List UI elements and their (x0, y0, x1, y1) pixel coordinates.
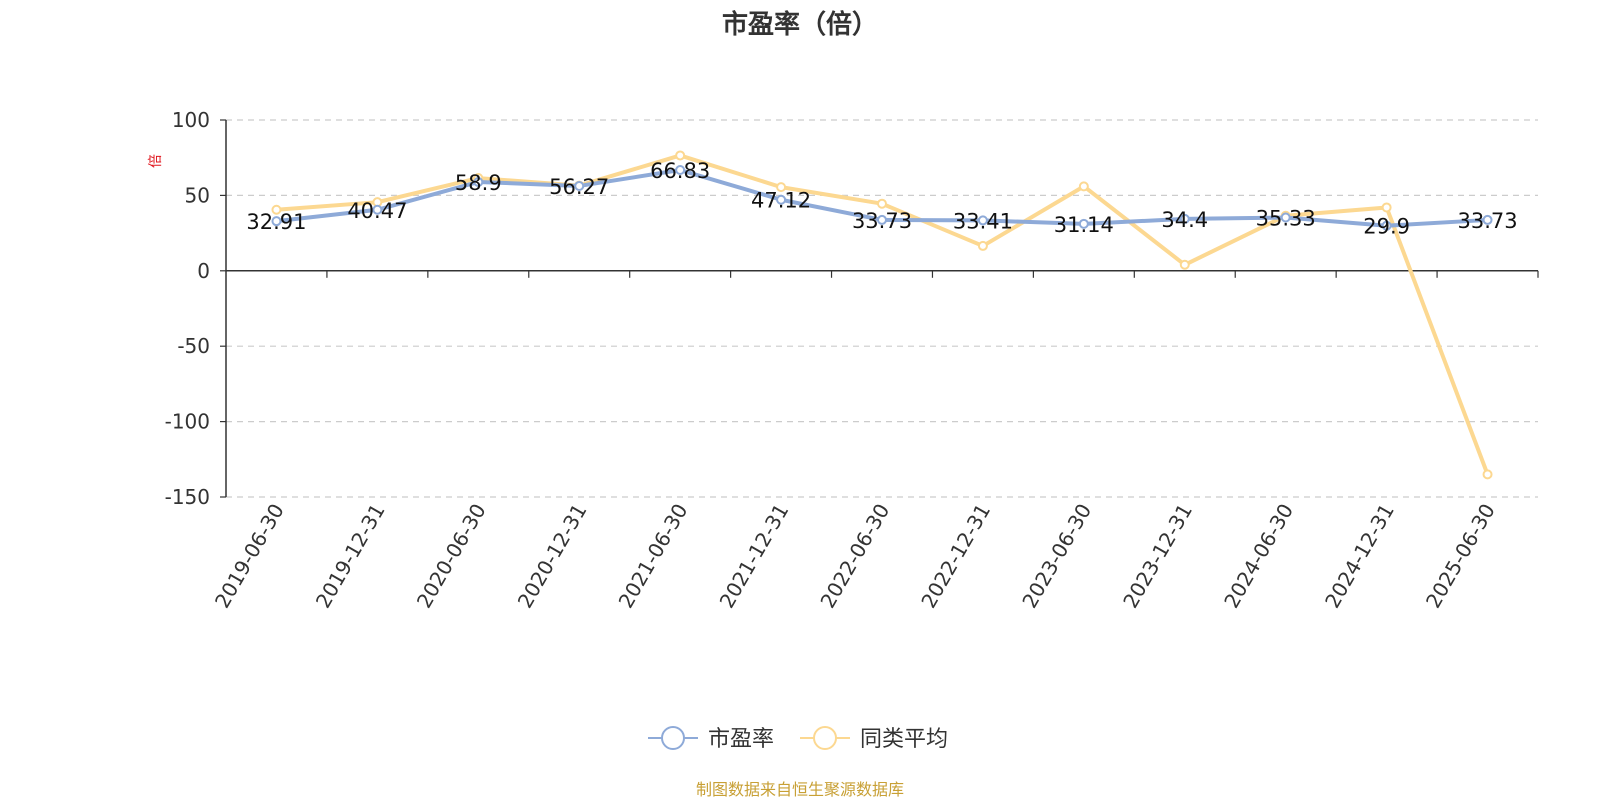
y-tick-label: -100 (165, 410, 210, 434)
series-points (271, 150, 1493, 480)
data-point-pe-ratio (1482, 214, 1493, 225)
x-tick-label: 2021-12-31 (715, 500, 794, 613)
data-label: 29.9 (1363, 215, 1410, 239)
data-point-peer-average (1179, 259, 1190, 270)
data-label: 33.73 (852, 209, 912, 233)
x-tick-label: 2021-06-30 (614, 500, 693, 613)
x-tick-label: 2022-12-31 (916, 500, 995, 613)
data-label: 31.14 (1054, 213, 1114, 237)
data-point-pe-ratio (372, 204, 383, 215)
data-label: 58.9 (455, 171, 502, 195)
data-point-pe-ratio (977, 215, 988, 226)
x-tick-label: 2025-06-30 (1421, 500, 1500, 613)
data-point-peer-average (1381, 202, 1392, 213)
data-point-pe-ratio (776, 194, 787, 205)
legend-circle-icon (813, 726, 837, 750)
chart-title: 市盈率（倍） (722, 9, 878, 40)
data-labels: 32.91 40.47 58.9 56.27 66.83 47.12 33.73 33.41 3… (246, 159, 1517, 239)
x-tick-label: 2022-06-30 (815, 500, 894, 613)
data-point-peer-average (776, 182, 787, 193)
data-label: 47.12 (751, 189, 811, 213)
data-point-pe-ratio (574, 180, 585, 191)
data-label: 40.47 (347, 199, 407, 223)
x-tick-label: 2024-06-30 (1219, 500, 1298, 613)
data-label: 34.4 (1161, 208, 1208, 232)
data-point-pe-ratio (1280, 212, 1291, 223)
x-tick-label: 2020-12-31 (513, 500, 592, 613)
data-point-peer-average (877, 198, 887, 209)
x-tick-label: 2023-12-31 (1118, 500, 1197, 613)
data-label: 56.27 (549, 175, 609, 199)
legend-item-pe-ratio[interactable]: 市盈率 (648, 726, 774, 752)
x-tick-label: 2020-06-30 (412, 500, 491, 613)
x-tick-label: 2023-06-30 (1017, 500, 1096, 613)
grid-lines (226, 119, 1538, 498)
data-point-pe-ratio (271, 216, 282, 227)
data-point-pe-ratio (675, 165, 686, 176)
source-note: 制图数据来自恒生聚源数据库 (696, 780, 904, 799)
x-tick-label: 2019-12-31 (311, 500, 390, 613)
data-label: 33.73 (1457, 209, 1517, 233)
y-axis-unit-label: 倍 (148, 154, 164, 168)
legend-label: 同类平均 (860, 727, 948, 752)
legend-circle-icon (661, 726, 685, 750)
legend-item-peer-average[interactable]: 同类平均 (800, 726, 948, 752)
y-tick-label: 50 (185, 183, 210, 207)
y-tick-label: -50 (177, 334, 210, 358)
legend: 市盈率 同类平均 (648, 726, 948, 752)
data-point-pe-ratio (1381, 220, 1392, 231)
data-point-peer-average (675, 150, 686, 161)
data-point-pe-ratio (473, 176, 484, 187)
data-point-pe-ratio (877, 214, 887, 225)
data-point-pe-ratio (1078, 218, 1089, 229)
data-label: 35.33 (1256, 207, 1316, 231)
data-point-peer-average (977, 240, 988, 251)
data-label: 33.41 (953, 209, 1013, 233)
data-point-pe-ratio (1179, 213, 1190, 224)
x-tick-label: 2024-12-31 (1320, 500, 1399, 613)
data-point-peer-average (271, 204, 282, 215)
data-label: 66.83 (650, 159, 710, 183)
data-label: 32.91 (246, 210, 306, 234)
data-point-peer-average (1078, 181, 1089, 192)
legend-label: 市盈率 (708, 727, 774, 752)
y-tick-label: -150 (165, 485, 210, 509)
x-tick-label: 2019-06-30 (210, 500, 289, 613)
y-tick-label: 0 (197, 259, 210, 283)
y-tick-label: 100 (172, 108, 210, 132)
data-point-peer-average (1482, 469, 1493, 480)
